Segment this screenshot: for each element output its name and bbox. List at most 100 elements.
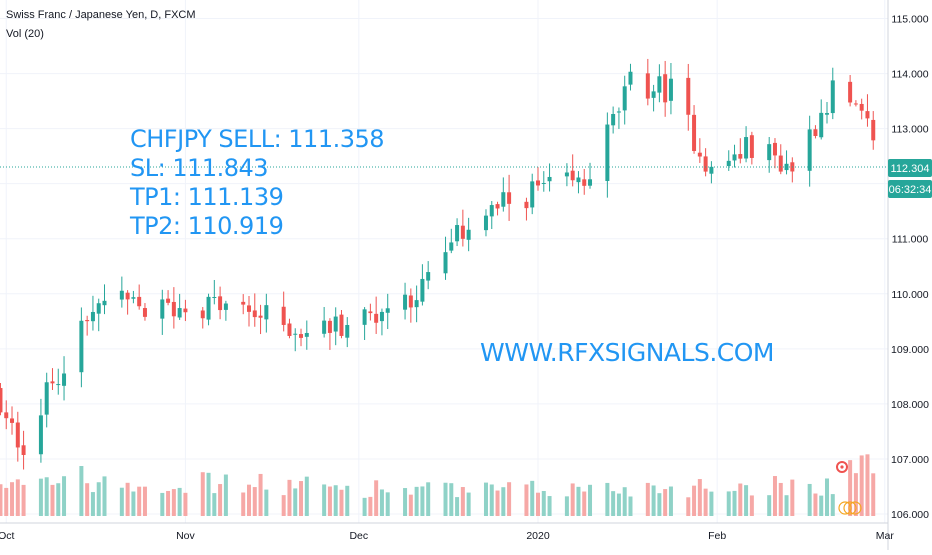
candle-body [443,252,448,274]
price-tick-label: 106.000 [891,509,929,521]
volume-bars [0,454,876,516]
candle-body [131,297,136,299]
dividend-marker-icon[interactable] [838,501,852,515]
time-tick-label: Dec [349,530,368,542]
candle-body [524,201,529,209]
candle-body [825,113,829,115]
candle-body [223,303,228,310]
volume-bar [744,485,749,516]
volume-bar [10,482,15,516]
volume-bar [853,473,858,516]
volume-bar [50,484,55,516]
candle-body [90,311,95,322]
candle-body [403,294,408,310]
candle-body [102,300,107,306]
candle-body [738,154,743,159]
signal-stop-loss: SL: 111.843 [130,154,269,182]
volume-bar [212,493,217,516]
price-candles [0,58,876,470]
candle-body [264,305,269,320]
volume-bar [686,497,691,516]
volume-bar [732,490,737,516]
volume-bar [142,486,147,516]
volume-bar [443,482,448,516]
time-axis[interactable]: AugSepOctNovDec2020FebMarApr [0,530,932,542]
candle-body [119,290,124,300]
volume-bar [177,487,182,516]
time-tick-label: Oct [0,530,14,542]
volume-bar [38,478,43,516]
candle-body [333,316,338,332]
volume-bar [865,454,870,516]
candle-body [44,382,49,415]
candle-body [455,225,460,242]
candle-body [871,119,876,141]
countdown-badge [888,180,932,198]
volume-bar [79,466,84,516]
candle-body [0,388,3,413]
candle-body [200,310,205,319]
volume-bar [408,494,413,516]
candle-body [96,303,101,314]
volume-bar [709,491,714,516]
volume-bar [21,484,26,516]
website-annotation[interactable]: WWW.RFXSIGNALS.COM [480,338,774,367]
volume-bar [668,486,673,516]
candle-body [507,192,512,204]
candle-body [50,381,55,384]
signal-annotation[interactable]: CHFJPY SELL: 111.358 SL: 111.843 TP1: 11… [130,125,385,241]
candle-body [414,300,419,308]
volume-bar [414,486,419,516]
chart-title[interactable]: Swiss Franc / Japanese Yen, D, FXCM [6,9,196,21]
candle-body [21,445,26,455]
volume-bar [218,484,223,516]
volume-bar [507,482,512,516]
price-tick-label: 111.000 [892,234,929,246]
dividend-marker-icon[interactable] [848,501,862,515]
candle-body [483,215,488,231]
volume-bar [582,491,587,516]
volume-bar [570,483,575,516]
candle-body [137,296,142,307]
price-tick-label: 114.000 [891,69,928,81]
candle-body [281,306,286,325]
dividend-marker-icon[interactable] [843,501,857,515]
volume-bar [692,485,697,516]
candle-body [385,308,390,313]
volume-bar [622,487,627,516]
volume-bar [524,484,529,516]
candle-body [657,76,662,93]
candle-body [293,333,298,335]
event-markers[interactable] [836,461,862,515]
volume-bar [697,479,702,516]
volume-indicator-label[interactable]: Vol (20) [6,28,44,40]
volume-bar [241,492,246,516]
candle-body [368,311,373,314]
candle-body [125,292,130,300]
candle-body [177,308,182,318]
volume-bar [206,472,211,516]
candle-body [495,204,500,209]
volume-bar [489,484,494,516]
candle-body [547,176,552,182]
price-axis[interactable]: 106.000 107.000 108.000 109.000 110.000 111.0… [891,14,929,521]
time-tick-label: Mar [876,530,895,542]
volume-bar [119,487,124,516]
time-tick-label: Nov [176,530,195,542]
candle-body [183,308,188,313]
candle-body [830,80,835,114]
volume-bar [247,484,251,516]
candle-body [408,295,413,308]
volume-bar [374,480,379,516]
candle-body [339,314,344,336]
volume-bar [645,482,650,516]
candle-body [299,334,304,338]
candle-body [62,373,67,386]
volume-bar [830,494,835,516]
volume-bar [825,478,829,516]
price-tick-label: 115.000 [891,14,928,26]
candle-body [859,103,864,111]
candle-body [460,225,465,239]
